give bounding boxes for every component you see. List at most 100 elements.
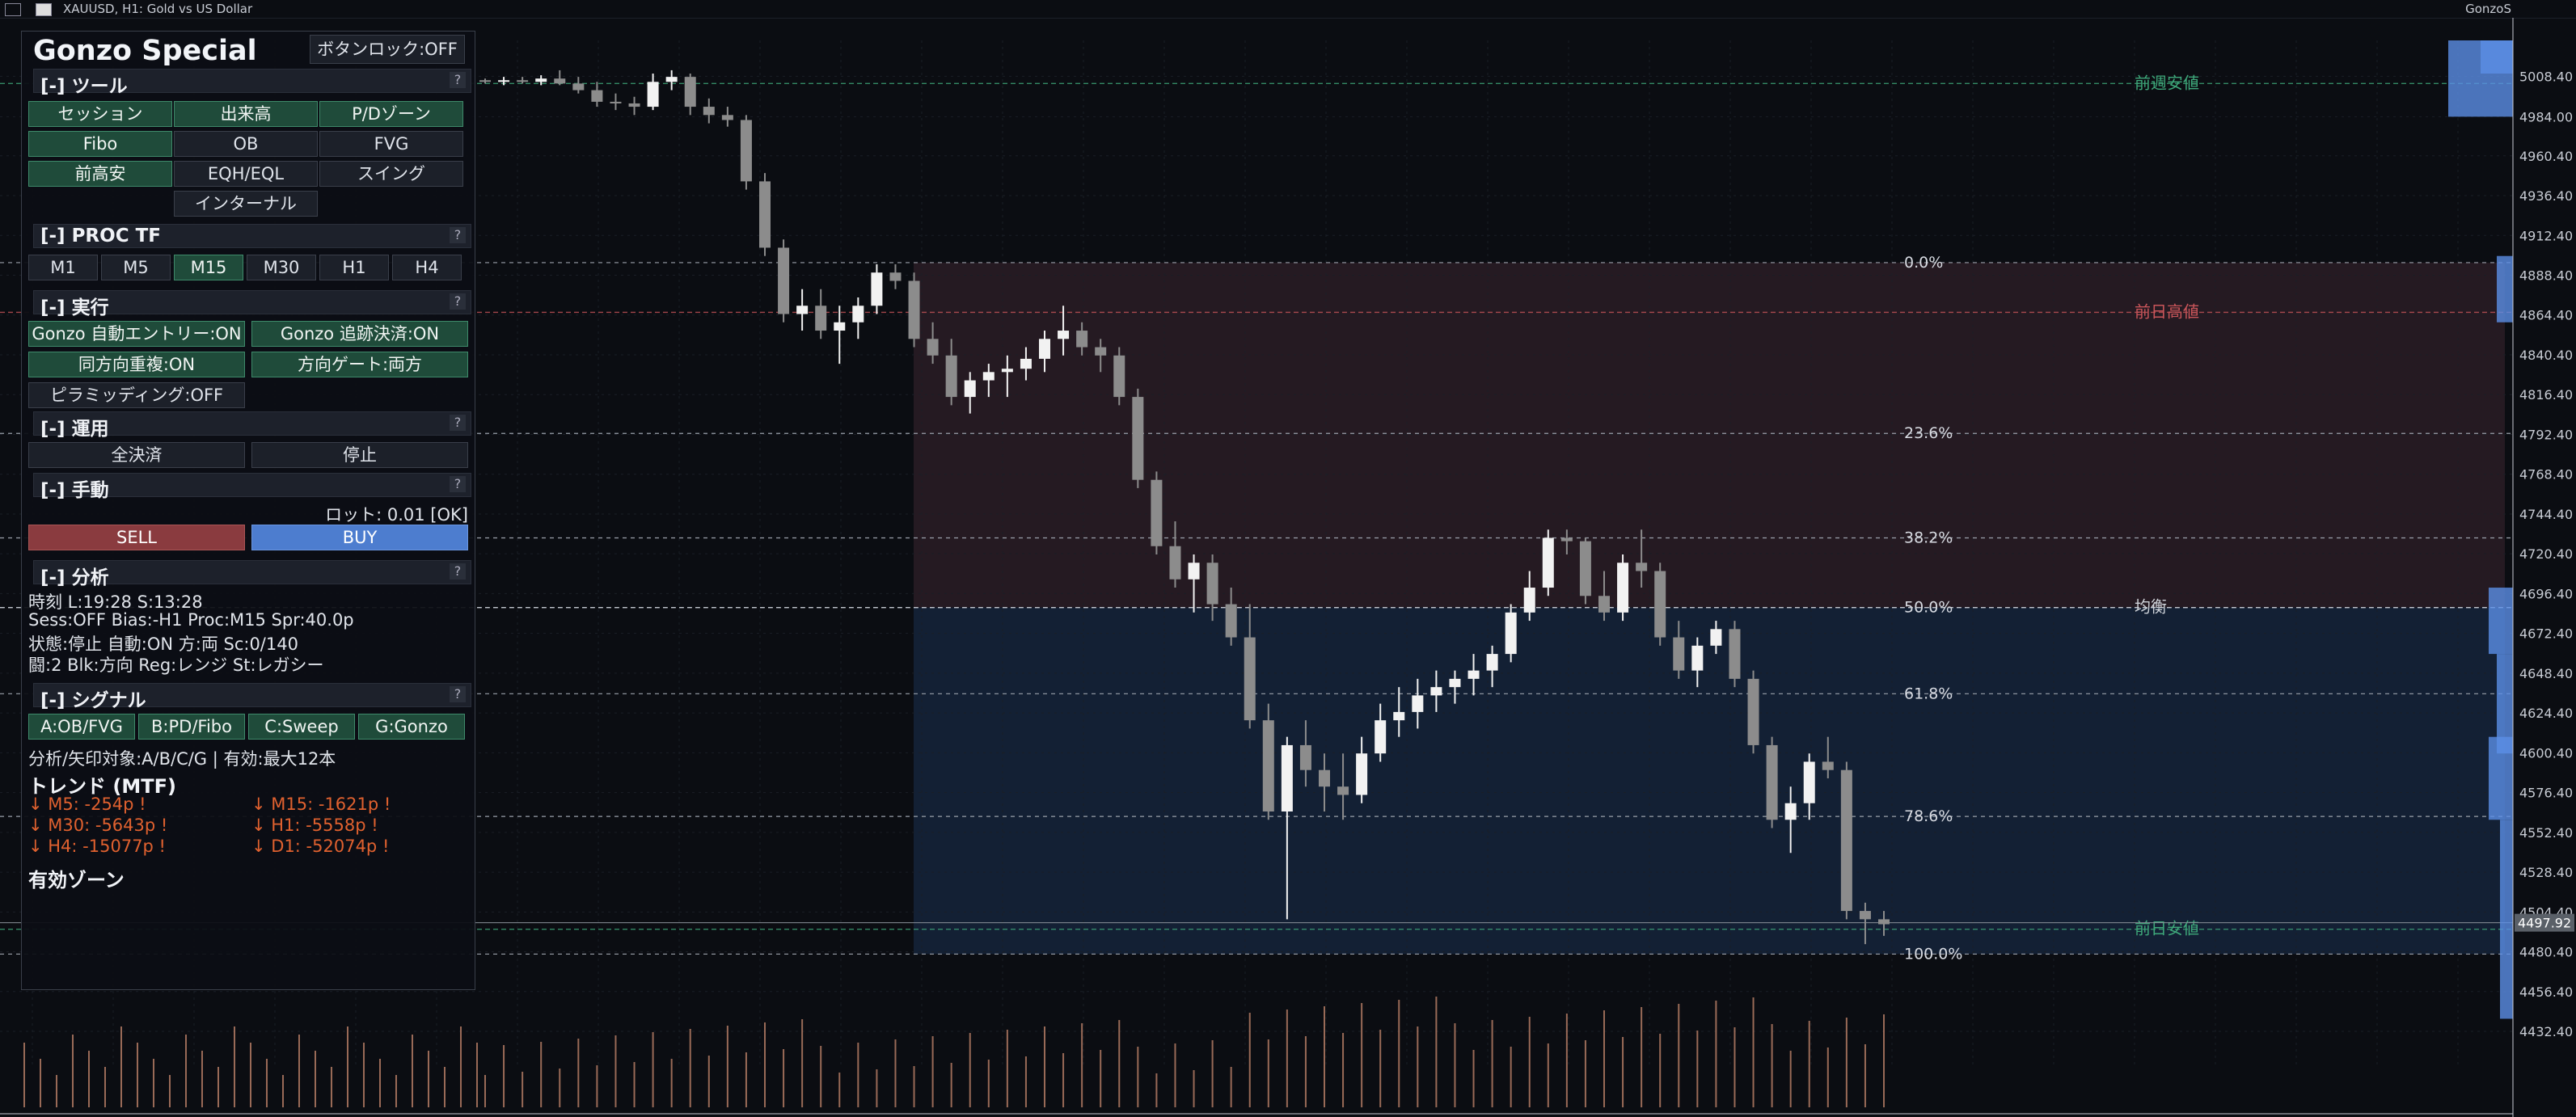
tf-button-m15[interactable]: M15 (174, 255, 243, 280)
price-tick: 4936.40 (2519, 188, 2573, 204)
tool-button-6[interactable]: 前高安 (28, 161, 172, 187)
help-icon[interactable]: ? (450, 72, 466, 88)
level-label: 均衡 (2135, 597, 2167, 617)
candle-body (517, 80, 529, 82)
help-icon[interactable]: ? (450, 686, 466, 702)
sell-button[interactable]: SELL (28, 525, 245, 550)
tool-button-5[interactable]: FVG (319, 131, 463, 157)
pyramiding-button[interactable]: ピラミッディング:OFF (28, 382, 245, 408)
app-logo-icon (36, 3, 52, 16)
candle-body (1598, 596, 1610, 613)
section-label: [-] 分析 (40, 567, 109, 588)
volume-profile-bar (2500, 820, 2513, 1019)
price-chart[interactable]: 0.0%23.6%38.2%50.0%61.8%78.6%100.0%前週安値前… (0, 18, 2576, 1117)
help-icon[interactable]: ? (450, 293, 466, 310)
button-lock-toggle[interactable]: ボタンロック:OFF (310, 35, 465, 64)
trend-line: ↓ H1: -5558p ! (251, 816, 378, 835)
same-dir-dup-button[interactable]: 同方向重複:ON (28, 352, 245, 377)
candle-body (871, 272, 883, 306)
candle-body (1560, 537, 1573, 542)
candle-body (1859, 911, 1871, 920)
candle-body (1188, 563, 1200, 580)
tool-button-1[interactable]: 出来高 (174, 101, 318, 127)
signal-button-0[interactable]: A:OB/FVG (28, 714, 135, 740)
signal-button-1[interactable]: B:PD/Fibo (138, 714, 245, 740)
help-icon[interactable]: ? (450, 476, 466, 492)
tf-button-m30[interactable]: M30 (247, 255, 316, 280)
section-label: [-] 実行 (40, 297, 109, 318)
tf-button-m1[interactable]: M1 (28, 255, 98, 280)
tool-button-4[interactable]: OB (174, 131, 318, 157)
price-tick: 4984.00 (2519, 109, 2573, 124)
tf-button-h1[interactable]: H1 (319, 255, 389, 280)
lot-status: ロット: 0.01 [OK] (325, 505, 468, 525)
section-proc-tf[interactable]: [-] PROC TF? (33, 224, 471, 248)
tool-button-7[interactable]: EQH/EQL (174, 161, 318, 187)
candle-body (1393, 711, 1405, 721)
chart-window-icon (5, 3, 21, 16)
candle-body (535, 78, 547, 82)
trail-exit-button[interactable]: Gonzo 追跡決済:ON (251, 321, 468, 347)
fib-label: 61.8% (1904, 685, 1953, 702)
candle-body (1691, 645, 1704, 671)
section-analysis[interactable]: [-] 分析? (33, 560, 471, 588)
price-tick: 4960.40 (2519, 149, 2573, 164)
close-all-button[interactable]: 全決済 (28, 442, 245, 468)
candle-body (1803, 761, 1815, 803)
direction-gate-button[interactable]: 方向ゲート:両方 (251, 352, 468, 377)
candle-body (1169, 546, 1181, 580)
tf-button-h4[interactable]: H4 (392, 255, 462, 280)
candle-body (927, 339, 939, 356)
tool-button-3[interactable]: Fibo (28, 131, 172, 157)
candle-body (610, 101, 622, 103)
tool-button-8[interactable]: スイング (319, 161, 463, 187)
tool-button-9[interactable]: インターナル (174, 191, 318, 217)
candle-body (1001, 369, 1013, 373)
price-tick: 4720.40 (2519, 546, 2573, 562)
section-ops[interactable]: [-] 運用? (33, 411, 471, 440)
trend-line: ↓ M5: -254p ! (28, 795, 146, 814)
candle-body (1132, 397, 1144, 480)
candle-body (684, 77, 696, 107)
help-icon[interactable]: ? (450, 227, 466, 243)
section-exec[interactable]: [-] 実行? (33, 290, 471, 318)
price-tick: 4672.40 (2519, 626, 2573, 642)
candle-body (1262, 720, 1274, 811)
candle-body (1729, 629, 1741, 679)
candle-body (1113, 355, 1125, 398)
signal-button-2[interactable]: C:Sweep (248, 714, 355, 740)
candle-body (1039, 339, 1050, 359)
signal-button-3[interactable]: G:Gonzo (358, 714, 465, 740)
candle-body (1673, 637, 1685, 671)
section-manual[interactable]: [-] 手動? (33, 473, 471, 501)
price-tick: 4888.40 (2519, 268, 2573, 284)
candle-body (1617, 563, 1629, 613)
chart-axes: 5008.40 4984.00 4960.40 4936.40 4912.40 4888.… (0, 18, 2574, 1117)
section-tools[interactable]: [-] ツール? (33, 69, 471, 97)
help-icon[interactable]: ? (450, 563, 466, 580)
candle-body (1636, 563, 1648, 571)
fib-label: 78.6% (1904, 807, 1953, 825)
level-label: 前日安値 (2135, 919, 2199, 938)
volume-profile-bar (2489, 736, 2513, 820)
price-tick: 4552.40 (2519, 825, 2573, 841)
candle-body (1319, 769, 1330, 787)
candle-body (1356, 753, 1368, 795)
fib-label: 0.0% (1904, 254, 1943, 272)
buy-button[interactable]: BUY (251, 525, 468, 550)
tf-button-m5[interactable]: M5 (101, 255, 171, 280)
candle-body (834, 322, 846, 331)
candle-body (982, 372, 995, 381)
volume-profile-bar (2481, 40, 2513, 74)
premium-zone (914, 262, 2505, 608)
candle-body (1579, 541, 1591, 596)
tool-button-0[interactable]: セッション (28, 101, 172, 127)
help-icon[interactable]: ? (450, 415, 466, 431)
auto-entry-button[interactable]: Gonzo 自動エントリー:ON (28, 321, 245, 347)
stop-button[interactable]: 停止 (251, 442, 468, 468)
section-signal[interactable]: [-] シグナル? (33, 683, 471, 711)
tool-button-2[interactable]: P/Dゾーン (319, 101, 463, 127)
price-tick: 4696.40 (2519, 586, 2573, 601)
window-title: XAUUSD, H1: Gold vs US Dollar (63, 2, 253, 16)
trend-title: トレンド (MTF) (28, 775, 176, 798)
